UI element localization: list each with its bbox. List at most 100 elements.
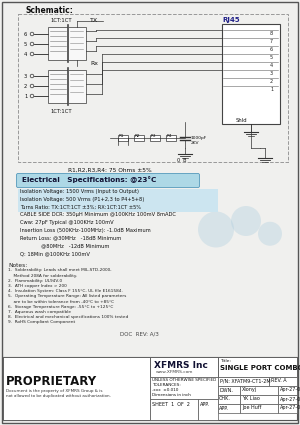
Text: 6: 6 — [270, 47, 273, 52]
Bar — [240, 395, 278, 404]
Text: www.XFMRS.com: www.XFMRS.com — [156, 370, 194, 374]
Text: Apr-27-09: Apr-27-09 — [280, 397, 300, 402]
Text: 9.  RoHS Compliant Component: 9. RoHS Compliant Component — [8, 320, 75, 324]
FancyBboxPatch shape — [18, 204, 218, 212]
Text: @80MHz   -12dB Minimum: @80MHz -12dB Minimum — [20, 244, 110, 249]
Text: 1: 1 — [270, 87, 273, 92]
Bar — [68, 70, 86, 103]
Text: Isolation Voltage: 1500 Vrms (Input to Output): Isolation Voltage: 1500 Vrms (Input to O… — [20, 189, 139, 194]
Circle shape — [198, 212, 234, 247]
Text: 1CT:1CT: 1CT:1CT — [50, 109, 72, 114]
Bar — [278, 404, 297, 413]
Text: P/N: XFATM9-CT1-2M: P/N: XFATM9-CT1-2M — [220, 379, 271, 383]
Bar — [150, 357, 218, 377]
Text: Return Loss: @30MHz   -18dB Minimum: Return Loss: @30MHz -18dB Minimum — [20, 236, 121, 241]
Text: 2.  Flammability: UL94V-0: 2. Flammability: UL94V-0 — [8, 279, 62, 283]
Text: TOLERANCES:: TOLERANCES: — [152, 383, 181, 387]
Text: UNLESS OTHERWISE SPECIFIED: UNLESS OTHERWISE SPECIFIED — [152, 378, 216, 382]
Text: 5.  Operating Temperature Range: All listed parameters: 5. Operating Temperature Range: All list… — [8, 295, 126, 298]
Text: R2: R2 — [135, 134, 140, 138]
Text: Document is the property of XFMRS Group & is: Document is the property of XFMRS Group … — [6, 389, 103, 393]
Bar — [68, 27, 86, 60]
Text: Q: 18Min @100KHz 100mV: Q: 18Min @100KHz 100mV — [20, 252, 90, 256]
Bar — [3, 357, 150, 420]
Text: 6: 6 — [24, 32, 27, 37]
Bar — [269, 377, 297, 386]
Text: 6.  Storage Temperature Range: -55°C to +125°C: 6. Storage Temperature Range: -55°C to +… — [8, 305, 113, 309]
Text: R4: R4 — [167, 134, 172, 138]
Text: 1: 1 — [24, 94, 27, 99]
Text: CABLE SIDE DCR: 350μH Minimum @100KHz 100mV 8mADC: CABLE SIDE DCR: 350μH Minimum @100KHz 10… — [20, 212, 176, 218]
Text: SHEET  1  OF  2: SHEET 1 OF 2 — [152, 402, 190, 407]
Bar — [218, 386, 240, 395]
Text: 8.  Electrical and mechanical specifications 100% tested: 8. Electrical and mechanical specificati… — [8, 315, 128, 319]
Text: 5: 5 — [24, 42, 27, 47]
Bar — [166, 135, 176, 141]
Text: 0  B: 0 B — [177, 158, 187, 163]
Text: XFMRS Inc: XFMRS Inc — [154, 361, 208, 370]
Text: Insertion Loss (500KHz-100MHz): -1.0dB Maximum: Insertion Loss (500KHz-100MHz): -1.0dB M… — [20, 228, 151, 233]
Text: 1.  Solderability: Leads shall meet MIL-STD-2000,: 1. Solderability: Leads shall meet MIL-S… — [8, 269, 112, 272]
Bar — [218, 404, 240, 413]
Text: Method 208A for solderability.: Method 208A for solderability. — [8, 274, 77, 278]
Text: 5: 5 — [270, 55, 273, 60]
Text: 3: 3 — [24, 74, 27, 79]
Text: 1000pF: 1000pF — [191, 136, 207, 140]
Text: 1CT:1CT: 1CT:1CT — [50, 18, 72, 23]
Text: Rx: Rx — [90, 61, 98, 66]
Text: R1: R1 — [119, 134, 124, 138]
Text: DWN.: DWN. — [219, 388, 233, 393]
Bar — [3, 357, 297, 420]
Text: Apr-27-09: Apr-27-09 — [280, 388, 300, 393]
Text: Dimensions in inch: Dimensions in inch — [152, 393, 191, 397]
Text: SINGLE PORT COMBO TAB UP: SINGLE PORT COMBO TAB UP — [220, 365, 300, 371]
Text: 2: 2 — [270, 79, 273, 84]
Bar — [150, 399, 198, 420]
Text: Joe Huff: Joe Huff — [242, 405, 261, 411]
Text: Apr-27-09: Apr-27-09 — [280, 405, 300, 411]
Text: Schematic:: Schematic: — [25, 6, 73, 15]
Text: 8: 8 — [270, 31, 273, 36]
Text: YK Liao: YK Liao — [242, 397, 260, 402]
Text: Turns Ratio: TX:1CT:1CT ±3%; RX:1CT:1CT ±5%: Turns Ratio: TX:1CT:1CT ±3%; RX:1CT:1CT … — [20, 204, 141, 210]
Text: R3: R3 — [151, 134, 157, 138]
Text: 4: 4 — [24, 52, 27, 57]
Text: are to be within tolerance from -40°C to +85°C: are to be within tolerance from -40°C to… — [8, 300, 114, 303]
Bar — [240, 404, 278, 413]
FancyBboxPatch shape — [18, 189, 218, 196]
Bar — [278, 386, 297, 395]
Bar — [118, 135, 128, 141]
FancyBboxPatch shape — [18, 196, 218, 204]
Bar — [218, 395, 240, 404]
Bar — [18, 14, 288, 162]
Text: REV. A: REV. A — [272, 379, 287, 383]
Text: PROPRIETARY: PROPRIETARY — [6, 375, 97, 388]
Text: Shld: Shld — [236, 118, 248, 123]
Text: Xionyj: Xionyj — [242, 388, 257, 393]
Text: TX: TX — [90, 18, 98, 23]
Text: APP.: APP. — [219, 405, 229, 411]
Bar — [48, 27, 68, 60]
Text: R1,R2,R3,R4: 75 Ohms ±5%: R1,R2,R3,R4: 75 Ohms ±5% — [68, 168, 152, 173]
Bar — [218, 377, 269, 386]
Text: 3: 3 — [270, 71, 273, 76]
Bar — [218, 357, 297, 377]
Text: 4.  Insulation System: Class F 155°C, UL file E161584.: 4. Insulation System: Class F 155°C, UL … — [8, 289, 123, 293]
Text: CHK.: CHK. — [219, 397, 231, 402]
Bar — [48, 70, 68, 103]
Bar — [198, 399, 218, 420]
Circle shape — [258, 222, 282, 246]
Text: RJ45: RJ45 — [222, 17, 240, 23]
Text: 7: 7 — [270, 39, 273, 44]
Circle shape — [231, 206, 261, 236]
Bar — [150, 135, 160, 141]
Text: 4: 4 — [270, 63, 273, 68]
FancyBboxPatch shape — [16, 173, 200, 187]
Text: Notes:: Notes: — [8, 263, 27, 268]
Text: Electrical   Specifications: @23°C: Electrical Specifications: @23°C — [22, 176, 156, 183]
Text: .xxx  ±0.010: .xxx ±0.010 — [152, 388, 178, 392]
Bar — [222, 24, 280, 124]
Bar — [134, 135, 144, 141]
Text: 2KV: 2KV — [191, 141, 200, 145]
Text: 7.  Aqueous wash compatible: 7. Aqueous wash compatible — [8, 310, 71, 314]
